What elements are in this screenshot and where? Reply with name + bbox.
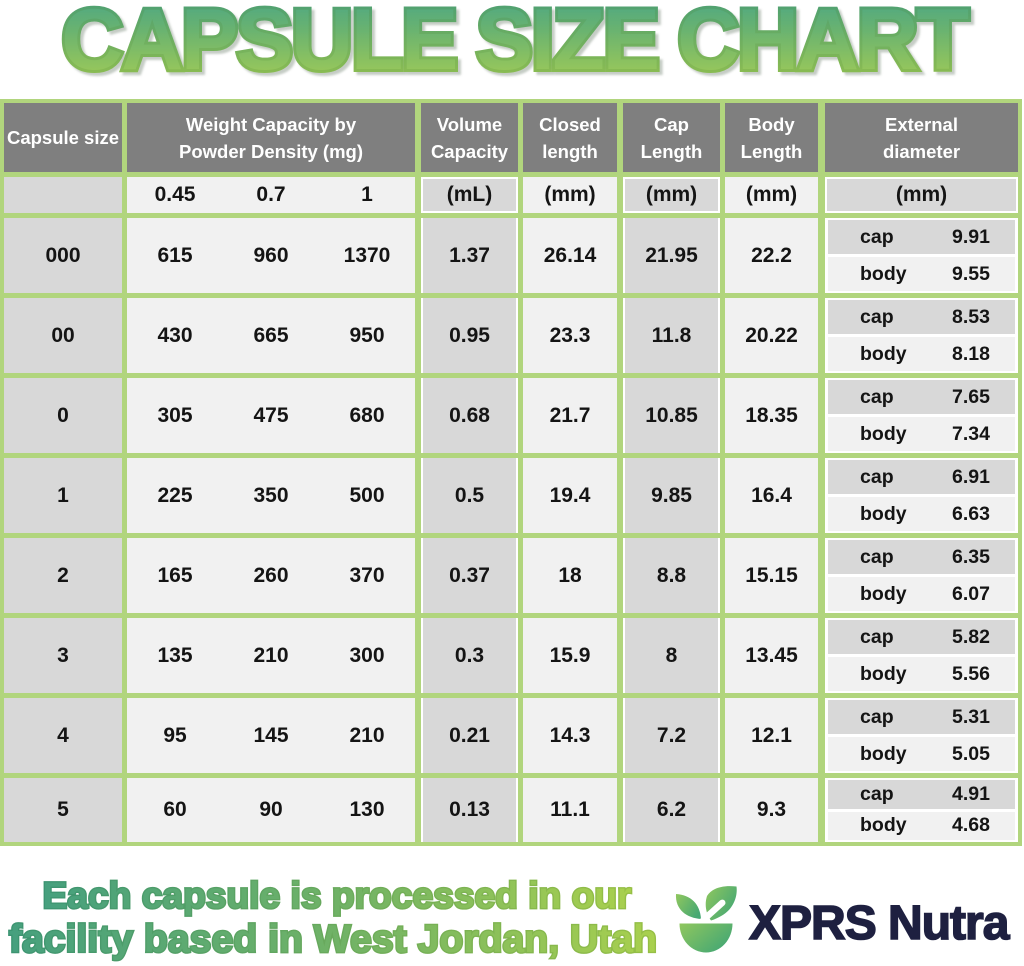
svg-text:Each capsule is processed in o: Each capsule is processed in our — [42, 874, 631, 916]
svg-text:facility based in West Jordan,: facility based in West Jordan, Utah — [9, 918, 657, 961]
svg-text:CAPSULE SIZE CHART: CAPSULE SIZE CHART — [61, 0, 968, 88]
